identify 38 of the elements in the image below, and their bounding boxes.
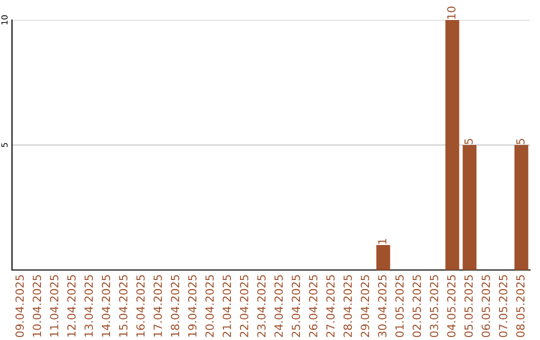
x-tick-label: 29.04.2025 — [360, 275, 370, 337]
x-tick-label: 06.05.2025 — [482, 275, 490, 338]
x-tick-label: 19.04.2025 — [188, 275, 197, 337]
data-label: 5 — [464, 138, 473, 144]
x-tick-label: 30.04.2025 — [378, 275, 386, 337]
data-label: 5 — [516, 138, 525, 144]
x-tick-label: 14.04.2025 — [102, 275, 110, 337]
x-tick-label: 02.05.2025 — [412, 275, 421, 338]
x-tick-label: 20.04.2025 — [205, 275, 214, 337]
data-label: 10 — [447, 6, 456, 19]
x-tick-label: 25.04.2025 — [292, 275, 300, 337]
x-tick-label: 28.04.2025 — [344, 275, 352, 337]
x-tick-label: 13.04.2025 — [84, 275, 93, 337]
x-tick-label: 07.05.2025 — [498, 275, 508, 338]
x-tick-label: 23.04.2025 — [257, 275, 266, 337]
x-tick-label: 18.04.2025 — [170, 275, 180, 337]
data-label: 1 — [378, 238, 386, 244]
x-tick-label: 24.04.2025 — [274, 275, 283, 337]
bar — [514, 145, 528, 270]
x-tick-label: 08.05.2025 — [516, 275, 525, 338]
bar — [462, 145, 476, 270]
x-tick-label: 04.05.2025 — [447, 275, 456, 338]
x-tick-label: 03.05.2025 — [430, 275, 438, 338]
x-tick-label: 12.04.2025 — [67, 275, 76, 337]
x-tick-label: 22.04.2025 — [240, 275, 248, 337]
x-tick-label: 26.04.2025 — [308, 275, 318, 337]
x-tick-label: 01.05.2025 — [395, 275, 404, 338]
x-tick-label: 16.04.2025 — [136, 275, 145, 337]
x-tick-label: 21.04.2025 — [222, 275, 232, 337]
x-tick-label: 09.04.2025 — [15, 275, 24, 338]
x-tick-label: 17.04.2025 — [154, 275, 162, 337]
x-tick-label: 27.04.2025 — [326, 275, 335, 337]
x-tick-label: 11.04.2025 — [50, 275, 58, 337]
x-tick-label: 10.04.2025 — [32, 275, 42, 337]
bar — [376, 245, 390, 270]
x-tick-label: 15.04.2025 — [119, 275, 128, 337]
x-tick-label: 05.05.2025 — [464, 275, 473, 338]
bar — [445, 20, 460, 270]
